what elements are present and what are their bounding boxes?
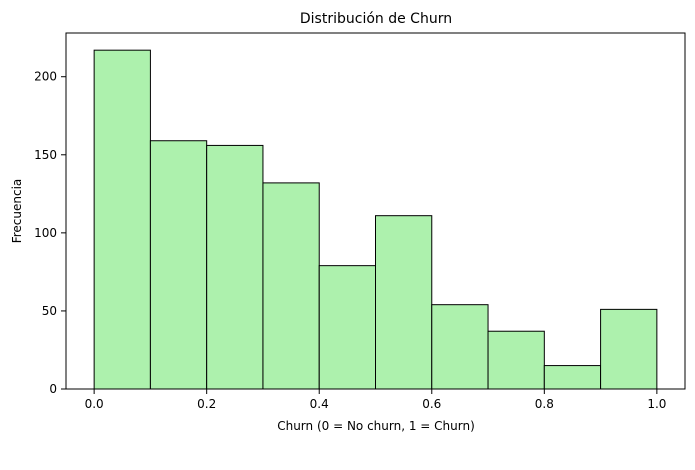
x-tick-label: 0.8 (535, 397, 554, 411)
histogram-bar (149, 140, 208, 390)
x-tick-label: 1.0 (647, 397, 666, 411)
histogram-bar (93, 49, 151, 390)
histogram-bar (262, 182, 320, 390)
y-tick-label: 150 (34, 148, 57, 162)
x-tick-label: 0.2 (197, 397, 216, 411)
y-axis-ticks: 0 50 100 150 200 (34, 70, 66, 396)
y-tick-label: 100 (34, 226, 57, 240)
x-tick-label: 0.4 (310, 397, 329, 411)
x-tick-label: 0.0 (85, 397, 104, 411)
y-tick-label: 200 (34, 70, 57, 84)
histogram-bar (487, 330, 545, 390)
histogram-bar (318, 265, 376, 390)
histogram-bar (543, 365, 602, 390)
histogram-bar (375, 215, 433, 390)
histogram-bar (206, 144, 264, 390)
histogram-bar (600, 308, 658, 390)
plot-frame (65, 32, 686, 390)
bars-group (93, 49, 658, 390)
histogram-bar (431, 304, 489, 390)
y-tick-label: 0 (49, 382, 57, 396)
x-axis-ticks: 0.0 0.2 0.4 0.6 0.8 1.0 (85, 389, 666, 411)
x-tick-label: 0.6 (422, 397, 441, 411)
chart-title: Distribución de Churn (300, 11, 452, 27)
x-axis-label: Churn (0 = No churn, 1 = Churn) (277, 419, 475, 433)
y-axis-label: Frecuencia (10, 179, 24, 244)
y-tick-label: 50 (42, 304, 57, 318)
